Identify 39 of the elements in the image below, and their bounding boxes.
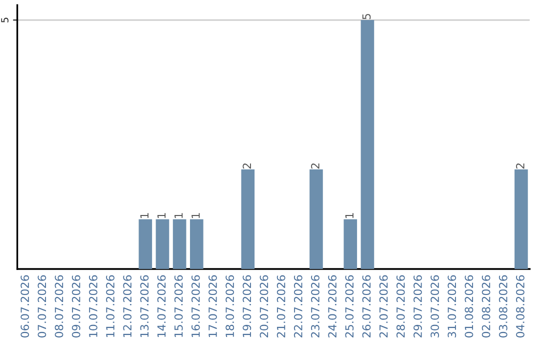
x-tick-label: 18.07.2026 xyxy=(226,275,234,337)
x-tick-label: 11.07.2026 xyxy=(106,275,114,337)
x-tick-label: 13.07.2026 xyxy=(140,275,149,337)
x-tick-label: 19.07.2026 xyxy=(242,275,252,337)
x-tick-label: 03.08.2026 xyxy=(498,275,508,338)
x-tick-label: 22.07.2026 xyxy=(294,275,302,338)
x-tick-label: 04.08.2026 xyxy=(516,275,524,338)
x-tick-label: 20.07.2026 xyxy=(260,275,268,338)
data-label: 1 xyxy=(140,213,148,218)
x-tick-label: 02.08.2026 xyxy=(482,275,490,338)
x-tick-label: 30.07.2026 xyxy=(430,275,440,338)
data-label: 1 xyxy=(174,213,183,218)
x-tick-label: 26.07.2026 xyxy=(362,275,371,338)
x-tick-label: 10.07.2026 xyxy=(88,275,98,337)
data-label: 2 xyxy=(311,163,320,169)
x-tick-label: 09.07.2026 xyxy=(72,275,80,338)
data-label: 1 xyxy=(157,213,166,218)
x-tick-label: 24.07.2026 xyxy=(328,275,337,338)
x-tick-label: 12.07.2026 xyxy=(123,275,132,337)
x-tick-label: 27.07.2026 xyxy=(379,275,388,338)
x-tick-label: 29.07.2026 xyxy=(414,275,422,338)
x-tick-label: 07.07.2026 xyxy=(38,275,46,338)
x-tick-label: 01.08.2026 xyxy=(464,275,474,338)
x-tick-label: 15.07.2026 xyxy=(174,275,183,337)
x-tick-label: 21.07.2026 xyxy=(276,275,286,338)
data-label: 1 xyxy=(345,213,354,218)
data-label: 2 xyxy=(516,163,524,169)
x-tick-label: 16.07.2026 xyxy=(191,275,200,337)
x-tick-label: 25.07.2026 xyxy=(345,275,354,338)
x-tick-label: 31.07.2026 xyxy=(448,275,456,338)
data-label: 1 xyxy=(192,213,200,218)
x-tick-label: 23.07.2026 xyxy=(311,275,320,338)
x-tick-label: 17.07.2026 xyxy=(208,275,217,337)
x-tick-label: 28.07.2026 xyxy=(396,275,405,338)
x-tick-label: 06.07.2026 xyxy=(20,275,30,338)
x-tick-label: 14.07.2026 xyxy=(157,275,166,337)
x-tick-label: 08.07.2026 xyxy=(54,275,64,338)
data-label: 5 xyxy=(362,14,371,20)
data-label: 2 xyxy=(242,163,251,169)
